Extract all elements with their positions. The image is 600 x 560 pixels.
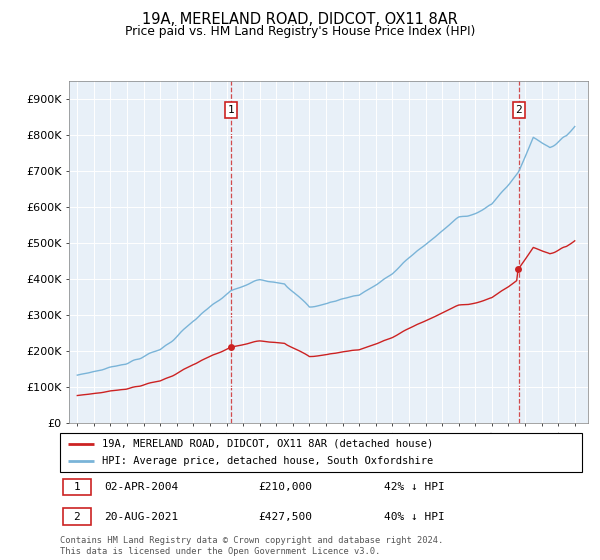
Text: 20-AUG-2021: 20-AUG-2021 [104,512,179,522]
Text: £427,500: £427,500 [259,512,313,522]
FancyBboxPatch shape [62,508,91,525]
Text: Contains HM Land Registry data © Crown copyright and database right 2024.
This d: Contains HM Land Registry data © Crown c… [60,536,443,556]
Text: 1: 1 [227,105,234,115]
Text: 2: 2 [74,512,80,522]
Text: HPI: Average price, detached house, South Oxfordshire: HPI: Average price, detached house, Sout… [102,456,433,466]
Text: 42% ↓ HPI: 42% ↓ HPI [383,482,445,492]
FancyBboxPatch shape [60,433,582,472]
Text: 19A, MERELAND ROAD, DIDCOT, OX11 8AR: 19A, MERELAND ROAD, DIDCOT, OX11 8AR [142,12,458,27]
FancyBboxPatch shape [62,479,91,496]
Text: 2: 2 [515,105,522,115]
Text: Price paid vs. HM Land Registry's House Price Index (HPI): Price paid vs. HM Land Registry's House … [125,25,475,38]
Text: 40% ↓ HPI: 40% ↓ HPI [383,512,445,522]
Text: 1: 1 [74,482,80,492]
Text: 19A, MERELAND ROAD, DIDCOT, OX11 8AR (detached house): 19A, MERELAND ROAD, DIDCOT, OX11 8AR (de… [102,438,433,449]
Text: £210,000: £210,000 [259,482,313,492]
Text: 02-APR-2004: 02-APR-2004 [104,482,179,492]
